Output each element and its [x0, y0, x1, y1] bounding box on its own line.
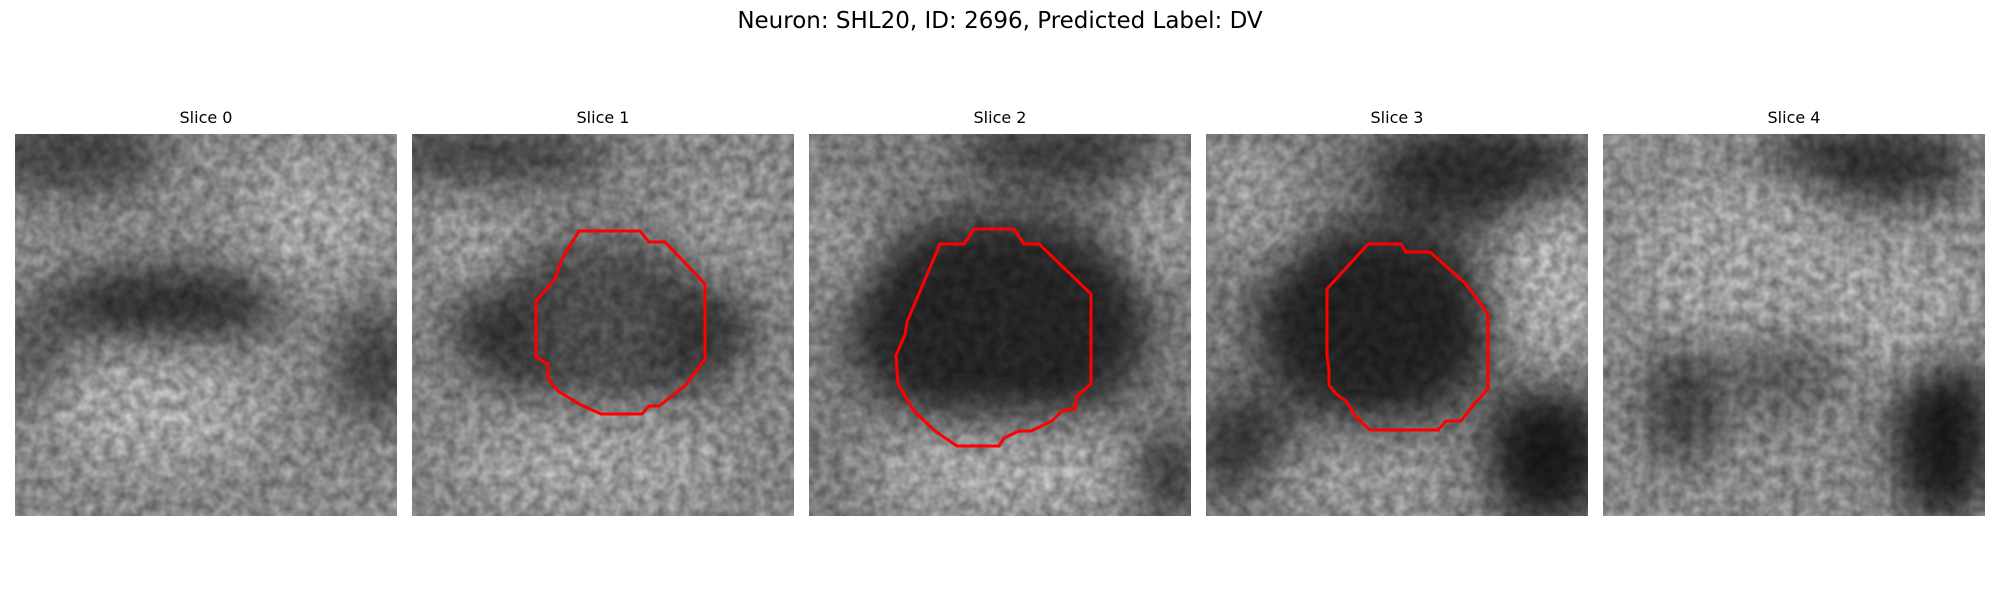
microscopy-slice-image [15, 134, 397, 516]
roi-contour [534, 229, 707, 416]
roi-contour [1325, 242, 1490, 432]
slice-title: Slice 2 [973, 108, 1027, 127]
microscopy-slice-image [809, 134, 1191, 516]
slice-title: Slice 4 [1767, 108, 1821, 127]
figure-title: Neuron: SHL20, ID: 2696, Predicted Label… [737, 8, 1263, 34]
microscopy-slice-image [1206, 134, 1588, 516]
slice-title: Slice 1 [576, 108, 630, 127]
microscopy-slice-image [412, 134, 794, 516]
slice-title: Slice 0 [179, 108, 233, 127]
microscopy-slice-image [1603, 134, 1985, 516]
slice-title: Slice 3 [1370, 108, 1424, 127]
roi-contour [894, 227, 1093, 448]
